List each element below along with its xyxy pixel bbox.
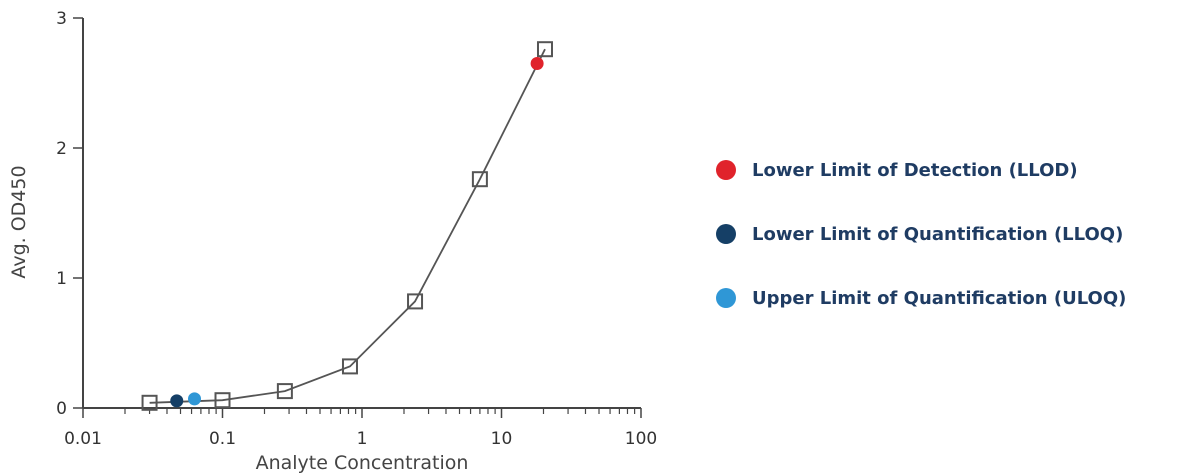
series-line: [149, 48, 546, 404]
axis-ticks: [73, 17, 642, 418]
data-point: [141, 394, 158, 411]
legend-label-uloq: Upper Limit of Quantification (ULOQ): [752, 287, 1127, 309]
legend: Lower Limit of Detection (LLOD) Lower Li…: [716, 138, 1126, 330]
y-tick-label: 0: [56, 399, 67, 419]
uloq-marker-icon: [716, 288, 736, 308]
legend-label-llod: Lower Limit of Detection (LLOD): [752, 159, 1078, 181]
limit-markers: [170, 57, 544, 408]
limit-marker-point: [170, 394, 184, 408]
x-tick-label: 0.1: [209, 429, 236, 449]
limit-marker-point: [530, 57, 544, 70]
llod-marker-icon: [716, 160, 736, 180]
y-tick-label: 2: [56, 139, 67, 159]
x-tick-label: 10: [491, 429, 513, 449]
legend-item-lloq: Lower Limit of Quantification (LLOQ): [716, 202, 1126, 266]
x-tick-label: 100: [625, 429, 657, 449]
y-tick-label: 1: [56, 269, 67, 289]
tick-labels: 0.01 0.1 1 10 100 0 1 2 3: [56, 9, 657, 449]
data-point: [341, 358, 358, 375]
data-points: [141, 41, 553, 411]
legend-item-uloq: Upper Limit of Quantification (ULOQ): [716, 266, 1126, 330]
x-axis-title: Analyte Concentration: [256, 452, 469, 474]
x-tick-label: 1: [357, 429, 368, 449]
data-point: [471, 171, 488, 188]
lloq-marker-icon: [716, 224, 736, 244]
data-point: [536, 41, 553, 58]
legend-label-lloq: Lower Limit of Quantification (LLOQ): [752, 223, 1124, 245]
x-tick-label: 0.01: [64, 429, 102, 449]
legend-item-llod: Lower Limit of Detection (LLOD): [716, 138, 1126, 202]
limit-marker-point: [188, 392, 202, 406]
y-tick-label: 3: [56, 9, 67, 29]
data-point: [214, 392, 231, 409]
y-axis-title: Avg. OD450: [8, 165, 30, 278]
data-point: [276, 383, 293, 400]
data-point: [407, 293, 424, 310]
